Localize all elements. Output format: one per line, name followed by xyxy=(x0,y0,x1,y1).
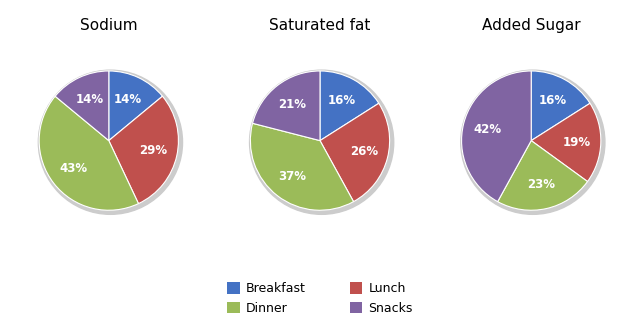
Text: 42%: 42% xyxy=(474,123,501,136)
Wedge shape xyxy=(55,71,109,141)
Title: Sodium: Sodium xyxy=(80,18,138,33)
Wedge shape xyxy=(498,141,588,210)
Text: 29%: 29% xyxy=(139,144,167,157)
Text: 19%: 19% xyxy=(563,135,591,148)
Text: 14%: 14% xyxy=(114,93,142,106)
Wedge shape xyxy=(531,103,601,181)
Title: Added Sugar: Added Sugar xyxy=(482,18,580,33)
Text: 26%: 26% xyxy=(350,146,378,158)
Text: 37%: 37% xyxy=(278,170,307,183)
Wedge shape xyxy=(109,71,163,141)
Circle shape xyxy=(461,70,605,214)
Title: Saturated fat: Saturated fat xyxy=(269,18,371,33)
Wedge shape xyxy=(531,71,590,141)
Circle shape xyxy=(250,70,394,214)
Wedge shape xyxy=(461,71,531,202)
Wedge shape xyxy=(109,96,179,204)
Circle shape xyxy=(38,70,182,214)
Wedge shape xyxy=(320,71,379,141)
Text: 43%: 43% xyxy=(59,162,87,175)
Text: 23%: 23% xyxy=(527,178,555,191)
Text: 21%: 21% xyxy=(278,98,307,112)
Wedge shape xyxy=(253,71,320,141)
Text: 16%: 16% xyxy=(539,95,567,108)
Wedge shape xyxy=(320,103,390,202)
Wedge shape xyxy=(250,123,353,210)
Text: 16%: 16% xyxy=(328,95,356,108)
Text: 14%: 14% xyxy=(76,93,104,106)
Legend: Breakfast, Dinner, Lunch, Snacks: Breakfast, Dinner, Lunch, Snacks xyxy=(221,276,419,321)
Wedge shape xyxy=(39,96,138,210)
